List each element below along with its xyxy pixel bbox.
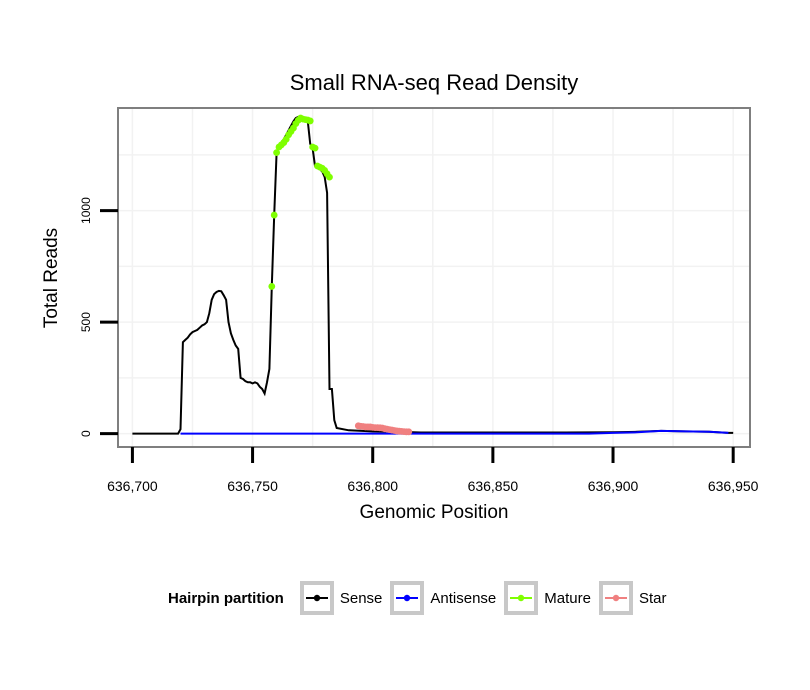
x-tick-label: 636,750 — [227, 478, 278, 494]
legend-title: Hairpin partition — [168, 589, 284, 607]
x-axis-label: Genomic Position — [359, 502, 509, 523]
data-point-mature — [270, 211, 278, 219]
legend-label-mature: Mature — [544, 589, 591, 607]
legend-key-sense — [299, 581, 334, 615]
x-tick-label: 636,950 — [708, 478, 759, 494]
y-tick-label: 1000 — [79, 197, 93, 224]
legend: Hairpin partition Sense Antisense Mature… — [168, 578, 674, 618]
legend-key-star — [598, 581, 633, 615]
legend-item-sense: Sense — [299, 581, 383, 615]
chart-title: Small RNA-seq Read Density — [289, 70, 579, 95]
data-point-mature — [306, 117, 314, 125]
panel-background — [118, 108, 750, 447]
x-tick-label: 636,700 — [107, 478, 158, 494]
legend-item-antisense: Antisense — [390, 581, 496, 615]
x-tick-label: 636,900 — [588, 478, 639, 494]
data-point-mature — [326, 173, 333, 181]
y-axis-label: Total Reads — [41, 227, 62, 329]
y-tick-label: 0 — [79, 430, 93, 437]
y-tick-label: 500 — [79, 312, 93, 332]
data-point-mature — [311, 144, 319, 152]
series-line-antisense — [180, 429, 729, 435]
legend-key-antisense — [390, 581, 425, 615]
legend-label-antisense: Antisense — [430, 589, 497, 607]
legend-item-mature: Mature — [504, 581, 591, 615]
data-point-star — [405, 428, 413, 436]
x-tick-label: 636,800 — [347, 478, 398, 494]
panel-border — [117, 107, 751, 448]
legend-label-sense: Sense — [339, 589, 383, 607]
data-point-mature — [273, 149, 281, 157]
legend-label-star: Star — [638, 589, 667, 607]
legend-item-star: Star — [598, 581, 667, 615]
legend-key-mature — [504, 581, 539, 615]
data-point-mature — [268, 283, 276, 290]
x-tick-label: 636,850 — [468, 478, 519, 494]
